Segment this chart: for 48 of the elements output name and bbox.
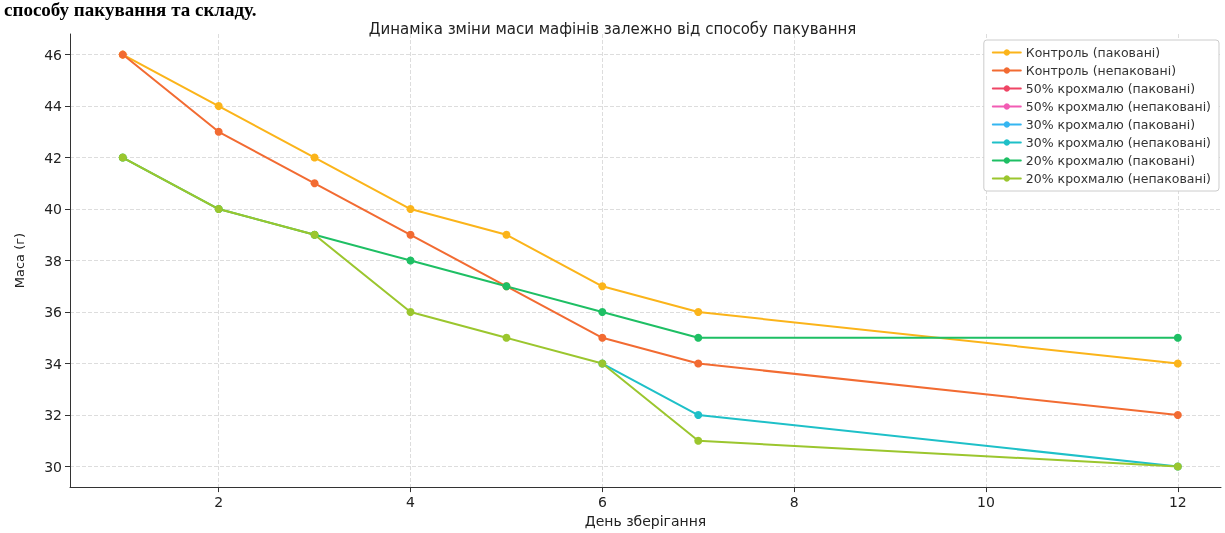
y-tick-label: 32 (44, 407, 62, 424)
x-tick-label: 10 (977, 494, 995, 511)
point (694, 436, 703, 445)
point (502, 333, 511, 342)
point (694, 333, 703, 342)
chart-title: Динаміка зміни маси мафінів залежно від способу пакування (368, 19, 857, 38)
x-tick-label: 4 (406, 494, 416, 511)
y-axis-title: Маса (г) (12, 232, 27, 289)
legend-label: 30% крохмалю (непаковані) (1025, 135, 1212, 150)
point (502, 230, 511, 239)
point (1173, 359, 1182, 368)
y-tick-label: 42 (44, 149, 62, 166)
legend-label: Контроль (непаковані) (1025, 63, 1177, 78)
y-tick-label: 38 (44, 252, 62, 269)
point (598, 282, 607, 291)
x-tick-label: 12 (1168, 494, 1187, 511)
y-tick-label: 30 (44, 458, 62, 475)
y-tick-label: 34 (44, 355, 63, 372)
y-tick-label: 44 (44, 98, 63, 115)
point (694, 308, 703, 317)
x-axis-title: День зберігання (584, 513, 707, 529)
legend-label: Контроль (паковані) (1025, 45, 1161, 60)
point (694, 359, 703, 368)
point (310, 153, 319, 162)
point (598, 308, 607, 317)
point (406, 308, 415, 317)
point (310, 179, 319, 188)
point (1173, 333, 1182, 342)
point (214, 127, 223, 136)
legend-label: 50% крохмалю (паковані) (1025, 81, 1196, 96)
point (598, 333, 607, 342)
x-tick-label: 6 (597, 494, 607, 511)
legend-label: 20% крохмалю (паковані) (1025, 153, 1196, 168)
point (406, 205, 415, 214)
point (214, 102, 223, 111)
point (406, 256, 415, 265)
legend-label: 20% крохмалю (непаковані) (1025, 171, 1212, 186)
point (1173, 411, 1182, 420)
legend-label: 50% крохмалю (непаковані) (1025, 99, 1212, 114)
x-tick-label: 2 (214, 494, 224, 511)
legend-label: 30% крохмалю (паковані) (1025, 117, 1196, 132)
y-tick-label: 36 (44, 304, 63, 321)
point (694, 411, 703, 420)
point (406, 230, 415, 239)
y-tick-label: 46 (44, 46, 63, 63)
y-tick-label: 40 (44, 201, 62, 218)
x-tick-label: 8 (789, 494, 799, 511)
text: способу пакування та складу. (4, 0, 257, 20)
